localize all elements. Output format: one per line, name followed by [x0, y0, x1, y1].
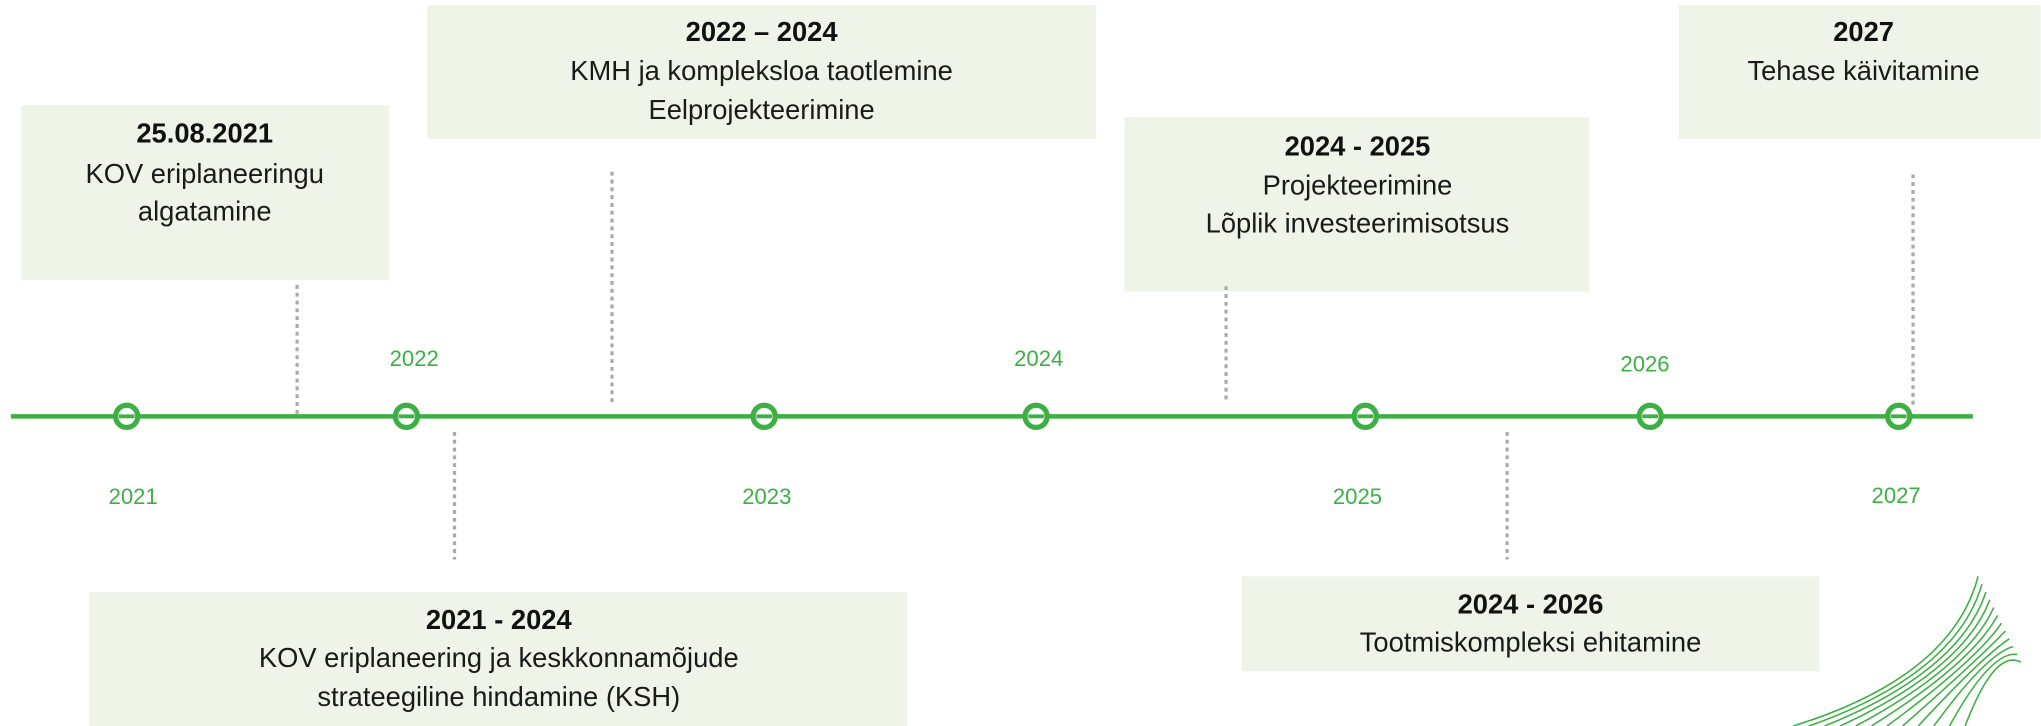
event-text: Tootmiskompleksi ehitamine — [1360, 626, 1702, 657]
event-text: KMH ja kompleksloa taotlemine — [570, 55, 953, 86]
event-text: Tehase käivitamine — [1747, 55, 1979, 86]
year-label: 2021 — [109, 484, 158, 509]
event-text: Lõplik investeerimisotsus — [1206, 207, 1510, 238]
event-title: 2021 - 2024 — [426, 604, 573, 635]
decoration — [1793, 576, 2021, 726]
year-label: 2023 — [742, 484, 791, 509]
event-title: 2024 - 2025 — [1285, 131, 1431, 162]
event-title: 2024 - 2026 — [1458, 589, 1604, 620]
event-title: 25.08.2021 — [136, 118, 273, 149]
deco-line — [1949, 654, 2017, 726]
page: 2021 2022 2023 2024 2025 2026 2027 25.08… — [0, 0, 2041, 726]
event-text: Projekteerimine — [1263, 170, 1453, 201]
event-text: KOV eriplaneeringu — [86, 158, 324, 189]
event-title: 2022 – 2024 — [686, 16, 839, 47]
deco-line — [1809, 584, 1982, 726]
event-text: strateegiline hindamine (KSH) — [317, 681, 680, 712]
event-text: KOV eriplaneering ja keskkonnamõjude — [259, 642, 739, 673]
year-label: 2024 — [1014, 346, 1063, 371]
timeline: 2021 2022 2023 2024 2025 2026 2027 25.08… — [0, 0, 2041, 726]
year-label: 2026 — [1620, 351, 1669, 376]
year-label: 2027 — [1872, 483, 1921, 508]
year-label: 2022 — [390, 346, 439, 371]
year-label: 2025 — [1333, 484, 1382, 509]
event-title: 2027 — [1833, 16, 1894, 47]
event-text: Eelprojekteerimine — [648, 94, 874, 125]
event-text: algatamine — [138, 196, 272, 227]
